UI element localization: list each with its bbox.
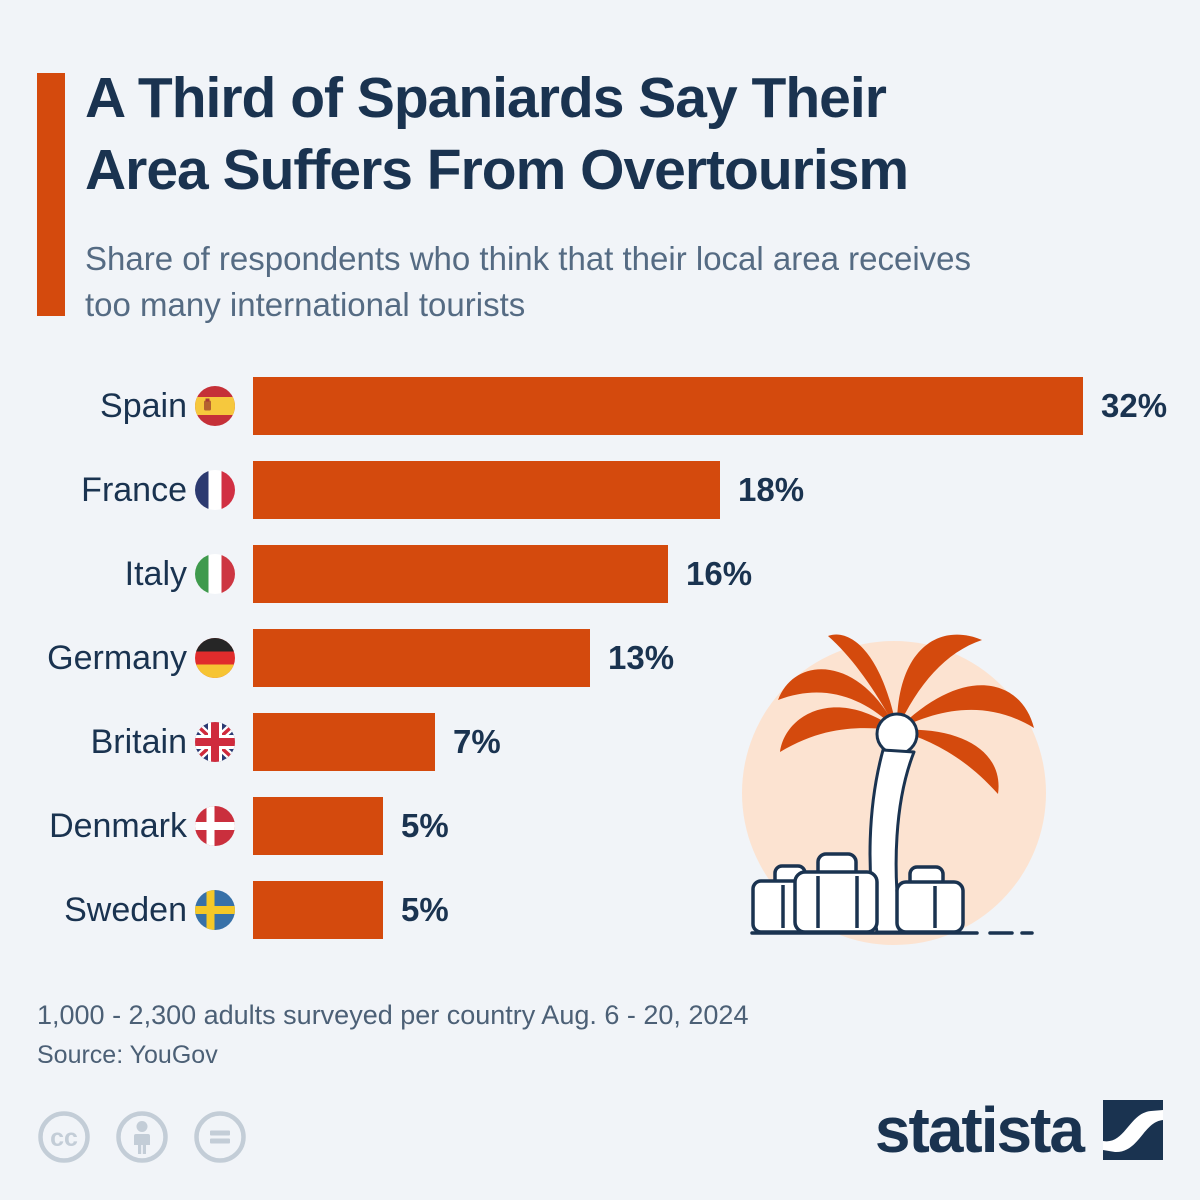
palm-tree-icon	[742, 634, 1046, 945]
value-label: 5%	[401, 891, 449, 928]
attribution-person-icon[interactable]	[115, 1110, 169, 1164]
country-label: France	[81, 470, 187, 509]
bar-france	[253, 461, 720, 519]
chart-row: Denmark 5%	[37, 784, 1177, 868]
germany-flag-icon	[195, 638, 235, 678]
bar-sweden	[253, 881, 383, 939]
britain-flag-icon	[195, 722, 235, 762]
italy-flag-icon	[195, 554, 235, 594]
statista-logo-icon	[1103, 1100, 1163, 1160]
country-label: Britain	[90, 722, 187, 761]
title-accent-bar	[37, 73, 65, 316]
survey-note: 1,000 - 2,300 adults surveyed per countr…	[37, 1000, 749, 1030]
svg-text:cc: cc	[50, 1124, 78, 1152]
value-label: 7%	[453, 723, 501, 760]
value-label: 5%	[401, 807, 449, 844]
chart-row: France 18%	[37, 448, 1177, 532]
bar-germany	[253, 629, 590, 687]
palm-tree-luggage-illustration	[740, 600, 1200, 960]
chart-row: Germany 13%	[37, 616, 1177, 700]
title-line-1: A Third of Spaniards Say Their	[85, 66, 887, 130]
country-label: Germany	[47, 638, 187, 677]
page-title: A Third of Spaniards Say Their Area Suff…	[85, 62, 1185, 206]
cc-icon[interactable]: cc	[37, 1110, 91, 1164]
bar-chart: Spain 32% France 18% Italy 16% Germany 13% Brit…	[37, 364, 1177, 952]
country-label: Italy	[124, 554, 187, 593]
source-note: Source: YouGov	[37, 1041, 218, 1069]
bar-italy	[253, 545, 668, 603]
statista-wordmark: statista	[874, 1094, 1085, 1166]
country-label: Sweden	[64, 890, 187, 929]
value-label: 13%	[608, 639, 675, 676]
france-flag-icon	[195, 470, 235, 510]
suitcase	[895, 880, 965, 934]
chart-row: Spain 32%	[37, 364, 1177, 448]
chart-row: Sweden 5%	[37, 868, 1177, 952]
sweden-flag-icon	[195, 890, 235, 930]
spain-flag-icon	[195, 386, 235, 426]
chart-row: Italy 16%	[37, 532, 1177, 616]
value-label: 18%	[738, 471, 805, 508]
chart-subtitle: Share of respondents who think that thei…	[85, 240, 972, 323]
suitcase	[793, 870, 879, 934]
value-label: 32%	[1101, 387, 1168, 424]
chart-row: Britain 7%	[37, 700, 1177, 784]
bar-britain	[253, 713, 435, 771]
bar-denmark	[253, 797, 383, 855]
value-label: 16%	[686, 555, 753, 592]
license-icons: cc	[37, 1110, 247, 1164]
title-line-2: Area Suffers From Overtourism	[85, 138, 909, 202]
no-derivatives-equals-icon[interactable]	[193, 1110, 247, 1164]
denmark-flag-icon	[195, 806, 235, 846]
bar-spain	[253, 377, 1083, 435]
statista-branding[interactable]: statista	[875, 1098, 1163, 1162]
country-label: Denmark	[49, 806, 187, 845]
country-label: Spain	[100, 386, 187, 425]
